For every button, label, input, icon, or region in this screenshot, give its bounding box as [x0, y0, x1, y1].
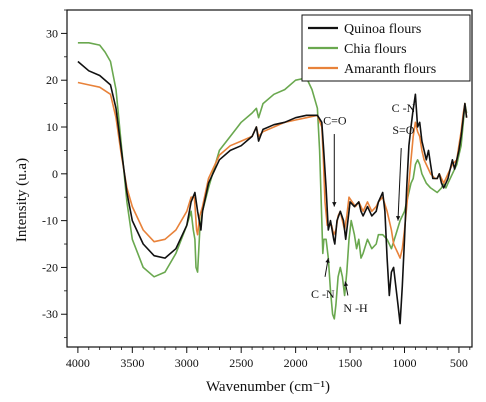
legend-label: Quinoa flours — [344, 22, 421, 37]
series-line-chia-flours — [77, 42, 468, 320]
legend-label: Chia flours — [344, 42, 407, 57]
axes: 4000 3500 3000 2500 2000 1500 1000 500 30 20 10 0 -1… — [42, 9, 473, 370]
annotation-n-h-arrow-head — [343, 281, 349, 287]
annotation-c-n-top: C -N — [392, 101, 416, 115]
x-tick-label: 1500 — [338, 356, 362, 370]
annotation-n-h: N -H — [343, 301, 368, 315]
x-axis-label: Wavenumber (cm⁻¹) — [206, 379, 330, 395]
legend-label: Amaranth flours — [344, 62, 436, 77]
series-line-amaranth-flours — [77, 81, 468, 259]
annotations-layer: C=O C -N S=O C -N N -H — [311, 101, 416, 315]
legend: Quinoa flours Chia flours Amaranth flours — [301, 14, 471, 82]
plot-frame — [66, 9, 473, 348]
y-tick-label: 10 — [46, 120, 58, 134]
series-line-quinoa-flours — [77, 60, 468, 325]
y-axis-label: Intensity (u.a) — [14, 158, 30, 242]
y-tick-label: -30 — [42, 307, 58, 321]
x-tick-label: 4000 — [66, 356, 90, 370]
annotation-s-o-arrow — [397, 148, 402, 221]
annotation-s-o-arrow-head — [396, 216, 401, 221]
x-tick-label: 3000 — [175, 356, 199, 370]
x-tick-label: 2000 — [284, 356, 308, 370]
y-tick-label: -10 — [42, 214, 58, 228]
x-tick-label: 3500 — [120, 356, 144, 370]
series-layer — [77, 42, 468, 325]
annotation-c-n-bottom-arrow-head — [325, 258, 330, 263]
annotation-c-o-arrow-head — [332, 202, 337, 207]
x-tick-label: 1000 — [393, 356, 417, 370]
annotation-s-o: S=O — [392, 123, 414, 137]
y-tick-label: 0 — [52, 167, 58, 181]
x-tick-label: 500 — [450, 356, 468, 370]
y-tick-label: 20 — [46, 73, 58, 87]
y-tick-label: 30 — [46, 26, 58, 40]
annotation-c-o: C=O — [323, 114, 347, 128]
x-tick-label: 2500 — [229, 356, 253, 370]
y-tick-label: -20 — [42, 260, 58, 274]
annotation-c-n-bottom: C -N — [311, 287, 335, 301]
